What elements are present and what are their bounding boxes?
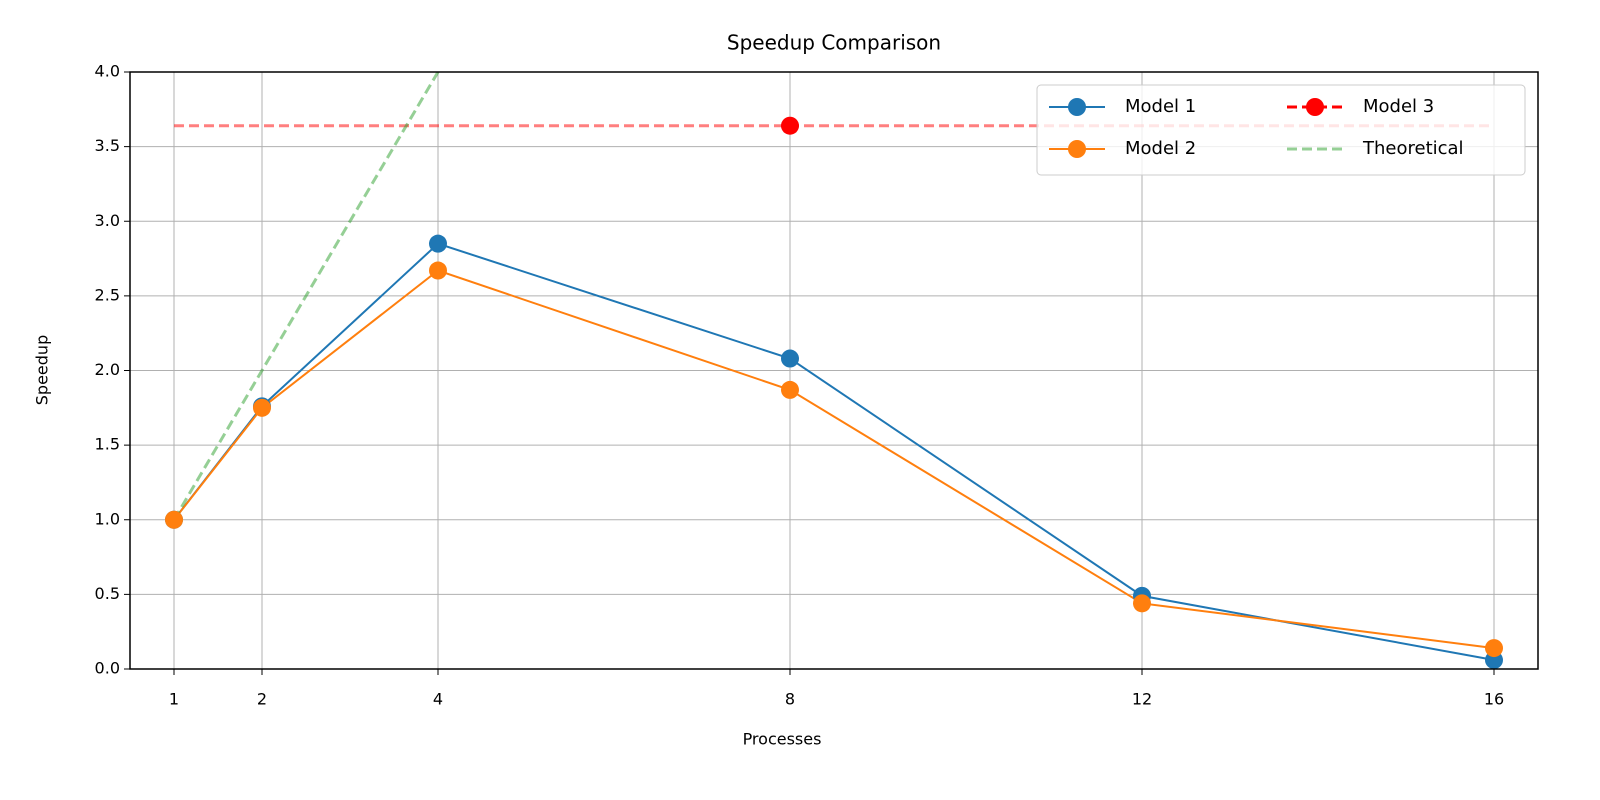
x-tick-label: 1 [169,690,179,709]
x-tick-label: 8 [785,690,795,709]
legend-label: Theoretical [1362,138,1464,159]
x-axis-label: Processes [743,730,822,749]
y-tick-label: 0.5 [95,584,120,603]
x-tick-label: 4 [433,690,443,709]
y-tick-label: 1.0 [95,509,120,528]
data-point [1485,639,1503,658]
x-tick-label: 2 [257,690,267,709]
y-tick-label: 3.5 [95,136,120,155]
x-tick-label: 16 [1484,690,1504,709]
y-tick-label: 1.5 [95,435,120,454]
plot-frame [129,71,1539,670]
legend-label: Model 3 [1363,96,1434,117]
data-point [429,261,447,280]
legend-marker [1306,98,1324,116]
data-point [165,510,183,529]
x-tick-label: 12 [1132,690,1152,709]
y-axis-label: Speedup [33,335,52,405]
data-point [253,398,271,417]
y-tick-label: 4.0 [95,62,120,81]
series-line [173,269,1495,650]
data-point [1133,594,1151,613]
legend-label: Model 1 [1125,96,1196,117]
legend-label: Model 2 [1125,138,1196,159]
y-tick-label: 3.0 [95,211,120,230]
data-point [781,116,799,135]
y-tick-label: 0.0 [95,659,120,678]
y-tick-label: 2.0 [95,360,120,379]
legend-marker [1068,98,1086,116]
legend-box [1036,84,1526,176]
legend-marker [1068,140,1086,158]
series-line [172,72,440,521]
data-point [429,234,447,253]
chart-title: Speedup Comparison [727,31,941,55]
y-tick-label: 2.5 [95,285,120,304]
legend: Model 1 Model 2 Model 3 Theoretical [1036,84,1526,176]
data-point [781,380,799,399]
data-point [781,349,799,368]
